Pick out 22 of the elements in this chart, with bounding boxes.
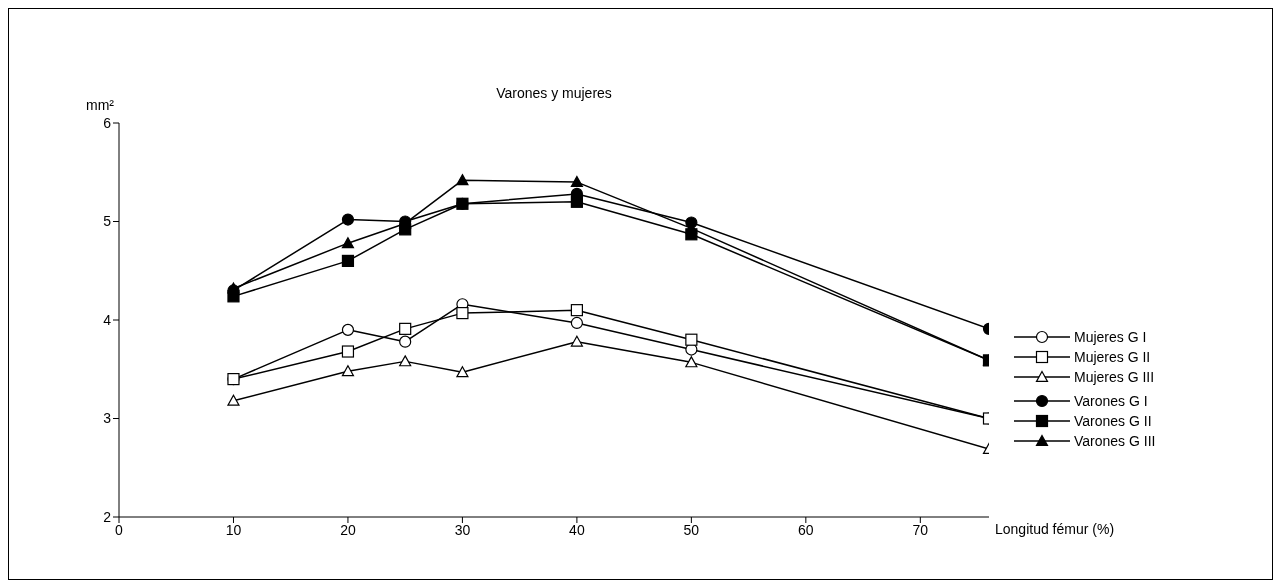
y-tick-label: 2 — [103, 508, 112, 525]
legend-label: Mujeres G II — [1074, 349, 1151, 365]
y-tick-label: 6 — [103, 114, 112, 131]
x-axis-title: Longitud fémur (%) — [995, 521, 1115, 537]
x-tick-label: 50 — [683, 521, 700, 538]
x-tick-label: 20 — [340, 521, 356, 538]
x-tick-label: 10 — [225, 521, 242, 538]
x-tick-label: 40 — [569, 521, 585, 538]
legend-label: Varones G III — [1074, 433, 1156, 449]
x-tick-label: 60 — [798, 521, 814, 538]
y-tick-label: 5 — [103, 213, 112, 230]
y-axis-title: mm² — [86, 97, 114, 113]
legend-label: Mujeres G I — [1074, 329, 1147, 345]
x-tick-label: 0 — [115, 521, 124, 538]
x-tick-label: 30 — [454, 521, 471, 538]
x-tick-label: 70 — [912, 521, 929, 538]
legend-label: Mujeres G III — [1074, 369, 1155, 385]
chart-title: Varones y mujeres — [495, 85, 613, 101]
y-tick-label: 3 — [103, 410, 112, 427]
y-tick-label: 4 — [103, 311, 112, 328]
legend-label: Varones G I — [1074, 393, 1148, 409]
legend-label: Varones G II — [1074, 413, 1152, 429]
